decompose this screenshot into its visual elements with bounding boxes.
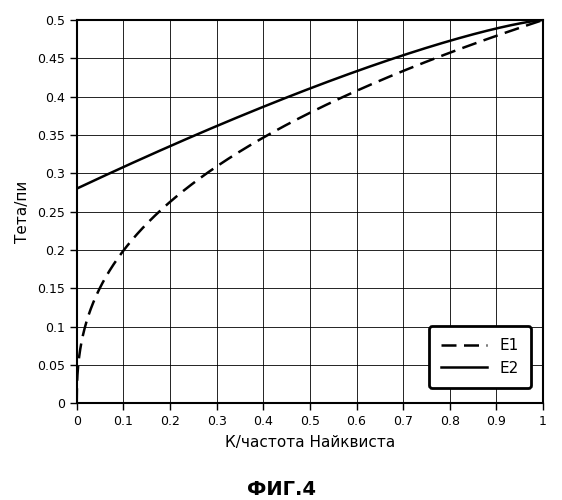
E2 [74,186,80,192]
E1 [441,52,447,58]
E2 [540,17,546,23]
E2 [526,18,533,24]
X-axis label: К/частота Найквиста: К/частота Найквиста [225,435,395,450]
E1 [300,113,307,119]
E2 [441,40,447,46]
Line: E2: E2 [77,20,543,188]
E2 [300,88,307,94]
E1 [526,22,533,28]
Legend: E1, E2: E1, E2 [429,326,531,388]
E2 [526,18,533,24]
E1 [288,120,294,126]
E1 [526,22,533,28]
E1 [74,400,80,406]
Text: ФИГ.4: ФИГ.4 [247,480,315,499]
E1 [540,17,546,23]
E1 [97,284,104,290]
E2 [97,174,104,180]
E2 [288,92,294,98]
Y-axis label: Тета/пи: Тета/пи [15,180,30,243]
Line: E1: E1 [77,20,543,403]
